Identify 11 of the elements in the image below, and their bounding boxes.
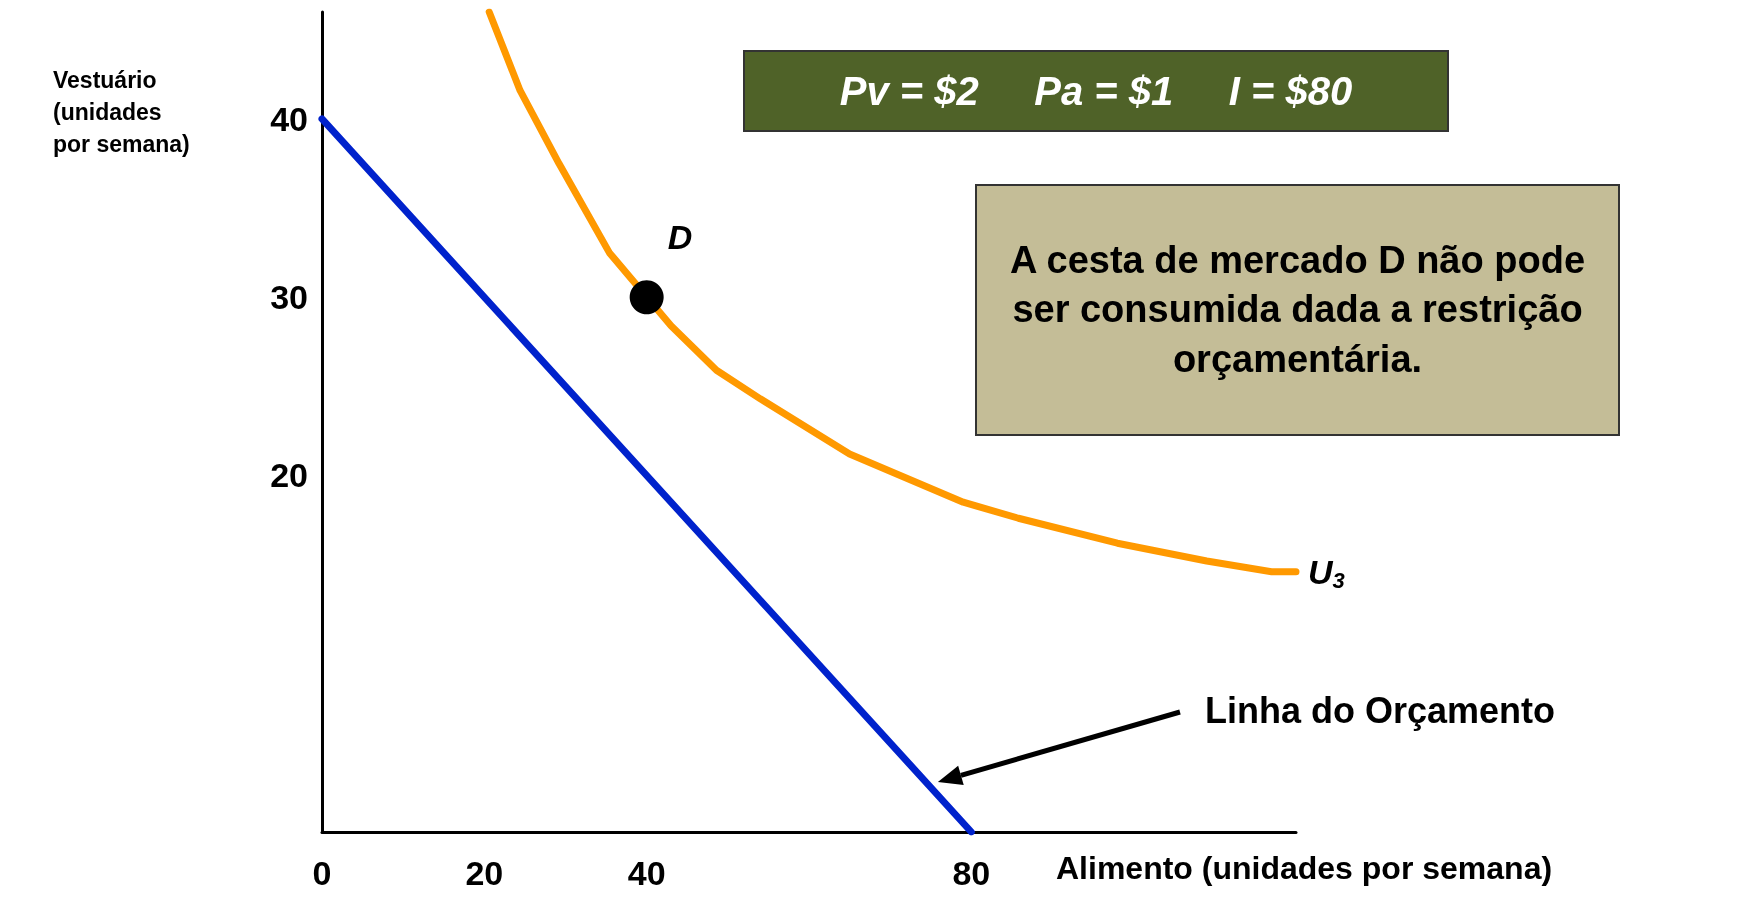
series-label: D xyxy=(667,218,693,257)
x-tick-label: 40 xyxy=(627,854,666,892)
text: Linha do Orçamento xyxy=(1205,689,1556,731)
y-tick-label: 30 xyxy=(270,278,308,317)
x-tick-label: 0 xyxy=(312,854,332,892)
x-tick-label: 80 xyxy=(952,854,991,892)
x-tick-label: 20 xyxy=(465,854,504,892)
y-axis-title: Vestuário (unidades por semana) xyxy=(53,67,190,157)
y-tick-label: 20 xyxy=(270,456,308,495)
x-axis-title: Alimento (unidades por semana) xyxy=(1056,850,1553,886)
y-tick-label: 40 xyxy=(270,99,308,138)
